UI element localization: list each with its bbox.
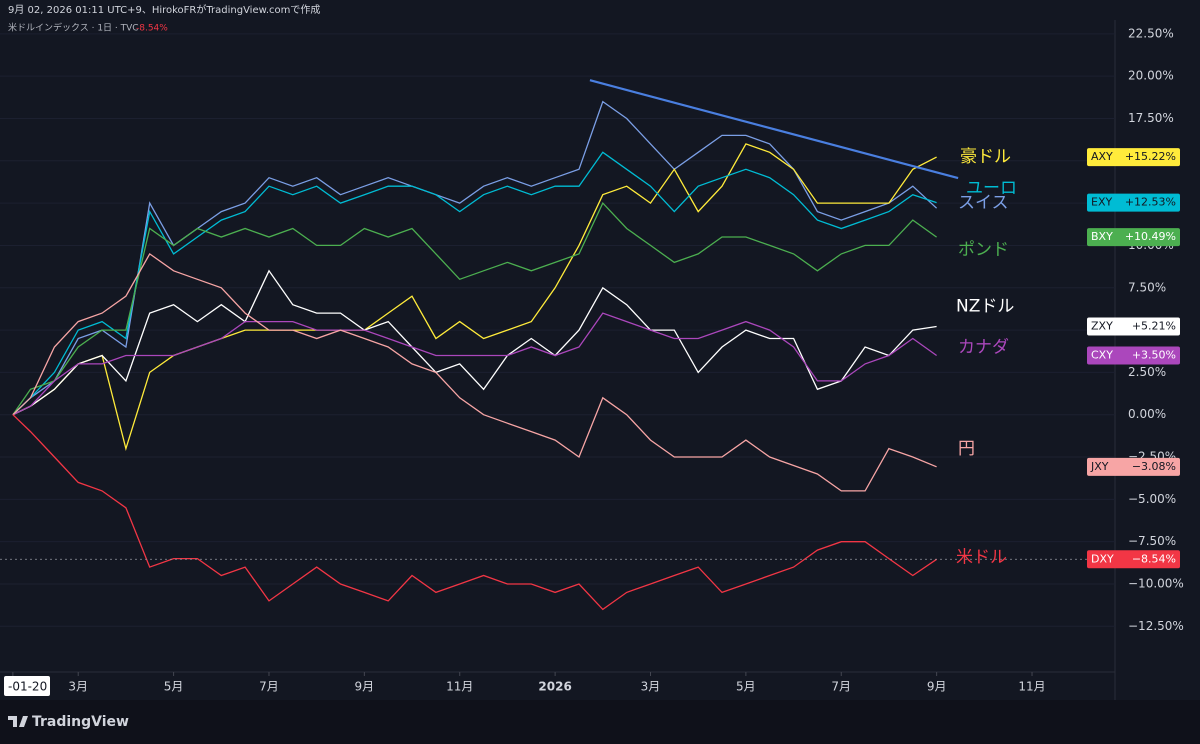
x-tick-label: 11月: [446, 680, 473, 694]
badge-label: +3.50%: [1132, 348, 1176, 361]
x-tick-label: 2026: [538, 680, 571, 694]
y-tick-label: −7.50%: [1128, 534, 1176, 548]
y-tick-label: 17.50%: [1128, 111, 1174, 125]
series-line: [12, 312, 937, 416]
badge-bg: [1087, 193, 1180, 212]
series-name: 米ドル: [956, 547, 1007, 567]
price-badge: ZXY +5.21%: [1087, 317, 1180, 336]
series-name: ユーロ: [966, 179, 1017, 199]
price-badge: CXY +3.50%: [1087, 346, 1180, 365]
series-line: [12, 201, 937, 416]
y-tick-label: 7.50%: [1128, 280, 1166, 294]
series-name: ポンド: [958, 240, 1009, 260]
price-badge: EXY +12.53%: [1087, 193, 1180, 212]
badge-symbol: ZXY: [1091, 320, 1113, 333]
footer-bg: [0, 700, 1200, 744]
series-name: カナダ: [958, 337, 1009, 357]
series-line: [12, 151, 937, 416]
y-tick-label: −10.00%: [1128, 576, 1184, 590]
badge-bg: [1087, 550, 1180, 569]
y-tick-label: 22.50%: [1128, 26, 1174, 40]
y-tick-label: −12.50%: [1128, 619, 1184, 633]
y-tick-label: 2.50%: [1128, 365, 1166, 379]
x-tick-label: -01-20: [8, 680, 47, 694]
badge-label: +10.49%: [1125, 230, 1176, 243]
series-line: [12, 143, 937, 451]
badge-label: +5.21%: [1132, 320, 1176, 333]
x-tick-label: 9月: [355, 680, 375, 694]
badge-bg: [1087, 457, 1180, 476]
series-name: NZドル: [956, 297, 1014, 317]
badge-bg: [1087, 346, 1180, 365]
series-line: [12, 252, 937, 492]
badge-symbol: AXY: [1091, 150, 1113, 163]
badge-label: −3.08%: [1132, 460, 1176, 473]
y-tick-label: 20.00%: [1128, 69, 1174, 83]
badge-bg: [1087, 148, 1180, 167]
price-badge: BXY +10.49%: [1087, 228, 1180, 247]
badge-bg: [1087, 228, 1180, 247]
series-line: [12, 414, 937, 611]
x-tick-label: 7月: [831, 680, 851, 694]
y-tick-label: 0.00%: [1128, 407, 1166, 421]
x-tick-label: 7月: [259, 680, 279, 694]
badge-symbol: BXY: [1091, 230, 1113, 243]
series-name: 豪ドル: [960, 146, 1011, 167]
series-line: [12, 269, 937, 416]
x-tick-label: 5月: [736, 680, 756, 694]
series-name: スイス: [958, 193, 1009, 213]
y-tick-label: −5.00%: [1128, 492, 1176, 506]
price-badge: DXY −8.54%: [1087, 550, 1180, 569]
logo: [8, 716, 28, 727]
price-badge: JXY −3.08%: [1087, 457, 1180, 476]
badge-symbol: CXY: [1091, 348, 1113, 361]
credit: 9月 02, 2026 01:11 UTC+9、HirokoFRがTrading…: [8, 3, 320, 16]
x-tick-label: 9月: [927, 680, 947, 694]
logo-text: TradingView: [32, 714, 129, 730]
badge-symbol: DXY: [1091, 552, 1114, 565]
x-tick-label: 3月: [68, 680, 88, 694]
badge-symbol: EXY: [1091, 196, 1112, 209]
badge-label: −8.54%: [1132, 552, 1176, 565]
x-tick-label: 5月: [164, 680, 184, 694]
badge-bg: [1087, 317, 1180, 336]
x-tick-label: 3月: [641, 680, 661, 694]
symbol-change: -8.54%: [136, 24, 168, 34]
badge-label: +15.22%: [1125, 150, 1176, 163]
trendline: [589, 79, 959, 180]
badge-label: +12.53%: [1125, 196, 1176, 209]
price-badge: AXY +15.22%: [1087, 148, 1180, 167]
badge-symbol: JXY: [1090, 460, 1109, 473]
symbol-info: 米ドルインデックス · 1日 · TVC: [8, 22, 139, 34]
series-name: 円: [958, 439, 975, 459]
x-tick-label: 11月: [1018, 680, 1045, 694]
series-line: [12, 100, 938, 416]
x-label-box: [4, 676, 50, 696]
